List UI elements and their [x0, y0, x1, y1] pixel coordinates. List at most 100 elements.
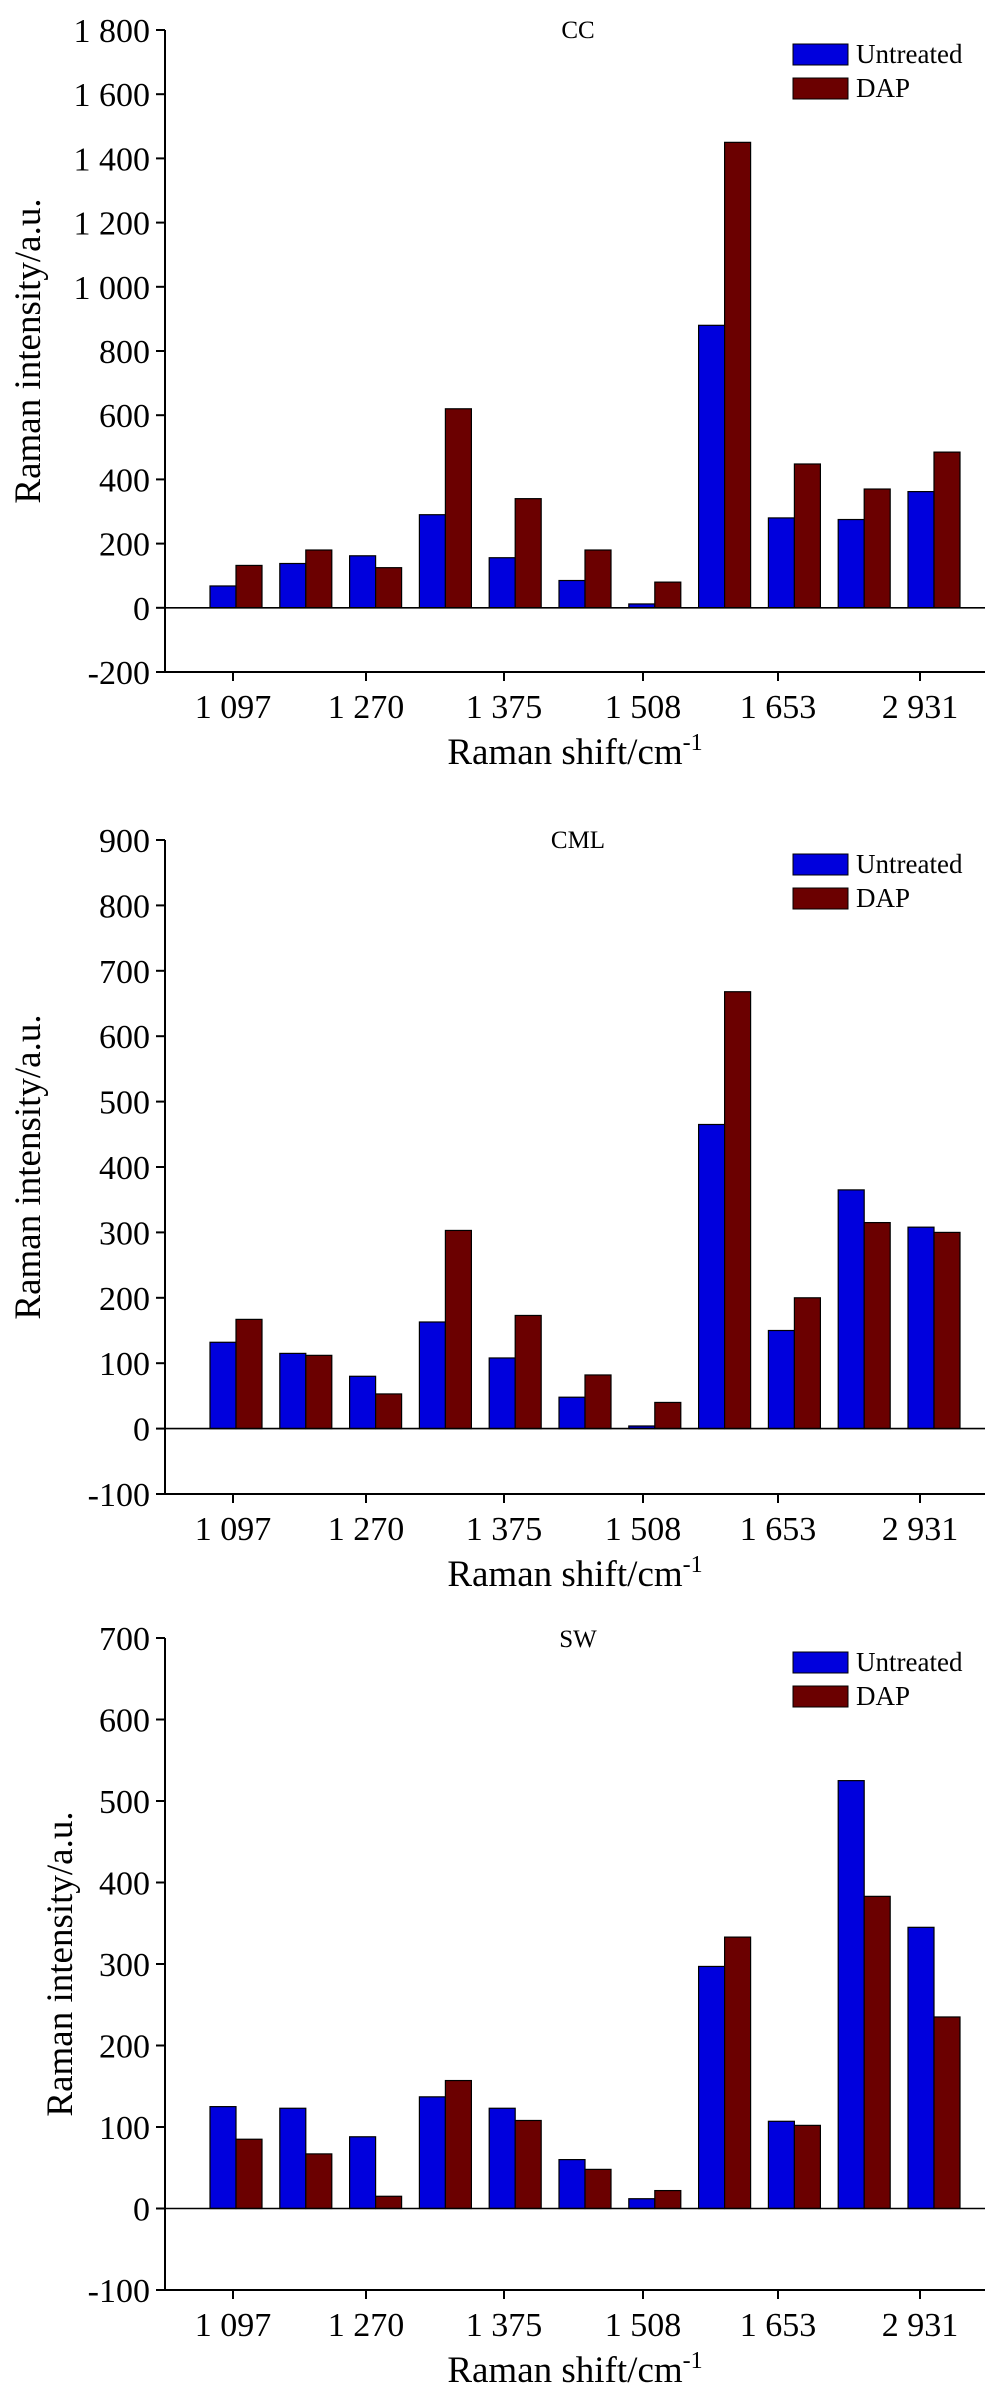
- y-tick-label: 800: [99, 334, 150, 371]
- x-axis-title: Raman shift/cm-1: [447, 2348, 702, 2391]
- bar-dap-7: [723, 141, 752, 609]
- bar-dap-3: [444, 408, 472, 609]
- legend-swatch-untreated: [792, 853, 849, 876]
- bar-untreated-0: [209, 2106, 237, 2210]
- y-tick-label: 500: [99, 1784, 150, 1821]
- y-tick-label: 700: [99, 954, 150, 991]
- y-tick-label: 400: [99, 1866, 150, 1903]
- bar-dap-1: [305, 549, 333, 609]
- x-tick-label: 1 270: [328, 1511, 405, 1548]
- legend-swatch-dap: [792, 1685, 849, 1708]
- chart-panel-cc: -200 0 200 400 600 800 1 000 1 200 1 400 1 600 1 8…: [8, 13, 985, 773]
- y-tick-label: 0: [133, 2192, 150, 2229]
- x-tick-label: 2 931: [882, 2307, 959, 2344]
- x-tick-label: 1 653: [740, 1511, 817, 1548]
- y-tick-label: 1 600: [74, 77, 151, 114]
- chart-title: CML: [551, 827, 605, 854]
- x-tick-label: 1 270: [328, 689, 405, 726]
- x-tick-label: 1 097: [195, 689, 272, 726]
- y-tick-label: 900: [99, 823, 150, 860]
- bar-dap-8: [793, 463, 822, 609]
- chart-panel-sw: -100 0 100 200 300 400 500 600 700 1 097 1 270 1 37…: [40, 1621, 985, 2391]
- legend-label-untreated: Untreated: [856, 849, 963, 879]
- legend-label-dap: DAP: [856, 1681, 910, 1711]
- y-axis-title: Raman intensity/a.u.: [40, 1811, 81, 2116]
- bar-untreated-1: [279, 2107, 307, 2210]
- bar-dap-5: [584, 2168, 612, 2210]
- bar-dap-3: [444, 1229, 472, 1430]
- bar-dap-1: [305, 1354, 333, 1430]
- bar-untreated-3: [418, 2096, 446, 2210]
- legend-swatch-dap: [792, 77, 849, 100]
- y-tick-label: 1 000: [74, 270, 151, 307]
- bar-untreated-0: [209, 1341, 237, 1430]
- bar-dap-5: [584, 1374, 612, 1430]
- y-tick-label: 300: [99, 1947, 150, 1984]
- x-tick-label: 1 097: [195, 2307, 272, 2344]
- bar-untreated-5: [558, 579, 586, 609]
- bar-dap-9: [863, 488, 891, 609]
- bar-untreated-8: [767, 517, 796, 609]
- x-tick-label: 1 508: [605, 1511, 682, 1548]
- bar-untreated-4: [488, 2107, 516, 2210]
- bar-untreated-10: [907, 490, 935, 609]
- x-tick-label: 1 508: [605, 2307, 682, 2344]
- bar-dap-0: [235, 564, 263, 609]
- bar-untreated-3: [418, 1321, 446, 1430]
- bar-untreated-9: [837, 1780, 865, 2210]
- y-tick-label: 200: [99, 1281, 150, 1318]
- bar-dap-9: [863, 1221, 891, 1430]
- x-axis-title: Raman shift/cm-1: [447, 730, 702, 773]
- legend-label-untreated: Untreated: [856, 39, 963, 69]
- x-tick-label: 2 931: [882, 689, 959, 726]
- x-tick-label: 1 097: [195, 1511, 272, 1548]
- legend-label-untreated: Untreated: [856, 1647, 963, 1677]
- bar-dap-2: [375, 2195, 403, 2210]
- bar-dap-3: [444, 2079, 472, 2210]
- bar-dap-7: [723, 1936, 752, 2210]
- bar-untreated-4: [488, 1357, 516, 1430]
- y-tick-label: 0: [133, 591, 150, 628]
- y-tick-label: 600: [99, 1703, 150, 1740]
- x-tick-label: 1 375: [466, 1511, 543, 1548]
- y-tick-label: 800: [99, 888, 150, 925]
- bar-dap-10: [933, 1231, 961, 1430]
- bar-dap-2: [375, 1393, 403, 1430]
- bar-untreated-2: [349, 2136, 377, 2210]
- bar-untreated-1: [279, 562, 307, 609]
- y-axis-title: Raman intensity/a.u.: [8, 198, 49, 503]
- y-tick-label: 1 800: [74, 13, 151, 50]
- bar-untreated-9: [837, 1189, 865, 1430]
- bar-dap-4: [514, 498, 542, 609]
- bar-untreated-4: [488, 557, 516, 609]
- y-tick-label: 1 400: [74, 141, 151, 178]
- y-tick-label: -100: [88, 1477, 150, 1514]
- legend-swatch-untreated: [792, 1651, 849, 1674]
- y-tick-label: 100: [99, 2110, 150, 2147]
- chart-title: SW: [559, 1626, 597, 1653]
- legend-swatch-untreated: [792, 43, 849, 66]
- bar-untreated-2: [349, 555, 377, 609]
- x-tick-label: 1 270: [328, 2307, 405, 2344]
- bar-untreated-8: [767, 2120, 796, 2210]
- y-axis-title: Raman intensity/a.u.: [8, 1014, 49, 1319]
- bar-dap-4: [514, 2119, 542, 2210]
- legend-label-dap: DAP: [856, 73, 910, 103]
- bar-dap-0: [235, 2138, 263, 2210]
- bar-dap-4: [514, 1314, 542, 1430]
- bar-untreated-2: [349, 1375, 377, 1430]
- bar-dap-0: [235, 1318, 263, 1430]
- bar-untreated-0: [209, 585, 237, 609]
- x-tick-label: 1 508: [605, 689, 682, 726]
- bar-dap-6: [654, 581, 682, 609]
- bar-untreated-5: [558, 1396, 586, 1430]
- bar-untreated-7: [697, 1965, 726, 2210]
- y-tick-label: 500: [99, 1085, 150, 1122]
- bar-untreated-9: [837, 518, 865, 609]
- bar-untreated-6: [628, 2198, 656, 2210]
- bar-dap-1: [305, 2153, 333, 2210]
- bar-dap-6: [654, 2189, 682, 2210]
- y-tick-label: 400: [99, 462, 150, 499]
- chart-title: CC: [561, 17, 594, 44]
